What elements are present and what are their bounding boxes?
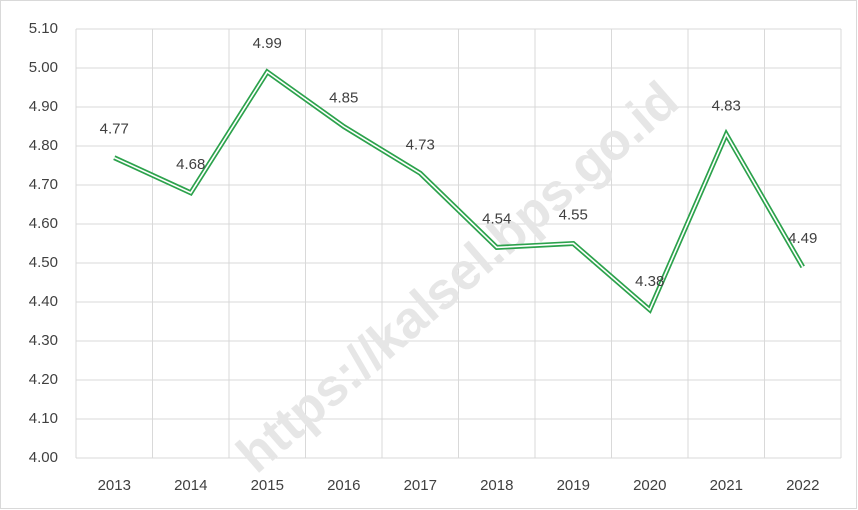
x-tick-label: 2013 <box>98 477 131 494</box>
x-tick-label: 2017 <box>404 477 437 494</box>
data-label: 4.38 <box>635 273 664 290</box>
y-tick-label: 4.70 <box>29 176 58 193</box>
y-tick-label: 5.00 <box>29 59 58 76</box>
data-label: 4.55 <box>559 206 588 223</box>
data-label: 4.68 <box>176 156 205 173</box>
data-label: 4.73 <box>406 136 435 153</box>
x-tick-label: 2019 <box>557 477 590 494</box>
x-tick-label: 2014 <box>174 477 207 494</box>
data-label: 4.54 <box>482 210 511 227</box>
y-tick-label: 4.40 <box>29 293 58 310</box>
x-tick-label: 2018 <box>480 477 513 494</box>
y-tick-label: 4.10 <box>29 410 58 427</box>
x-tick-label: 2021 <box>710 477 743 494</box>
data-label: 4.85 <box>329 89 358 106</box>
y-tick-label: 4.90 <box>29 98 58 115</box>
x-tick-label: 2020 <box>633 477 666 494</box>
data-label: 4.83 <box>712 97 741 114</box>
y-tick-label: 4.50 <box>29 254 58 271</box>
y-tick-label: 4.30 <box>29 332 58 349</box>
y-tick-label: 4.20 <box>29 371 58 388</box>
y-tick-label: 4.80 <box>29 137 58 154</box>
x-tick-label: 2022 <box>786 477 819 494</box>
data-label: 4.77 <box>100 121 129 138</box>
x-tick-label: 2016 <box>327 477 360 494</box>
line-inner <box>113 70 804 312</box>
data-label: 4.49 <box>788 230 817 247</box>
y-tick-label: 4.00 <box>29 449 58 466</box>
data-label: 4.99 <box>253 35 282 52</box>
y-tick-label: 5.10 <box>29 20 58 37</box>
y-tick-label: 4.60 <box>29 215 58 232</box>
x-tick-label: 2015 <box>251 477 284 494</box>
